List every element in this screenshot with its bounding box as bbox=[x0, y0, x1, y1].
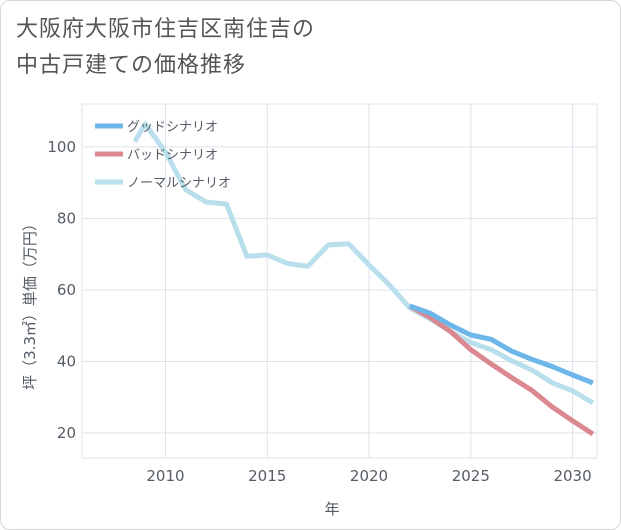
y-tick-label: 80 bbox=[57, 209, 76, 227]
legend-label: グッドシナリオ bbox=[127, 120, 218, 135]
series-line-bad bbox=[408, 303, 595, 437]
series-line-normal bbox=[132, 121, 595, 406]
x-tick-label: 2030 bbox=[553, 467, 591, 485]
plot-area-border bbox=[81, 103, 598, 459]
x-tick-label: 2015 bbox=[248, 467, 286, 485]
series-lines bbox=[132, 121, 595, 437]
legend-label: バッドシナリオ bbox=[127, 148, 218, 163]
y-axis-title: 坪（3.3㎡）単価（万円） bbox=[21, 216, 39, 390]
legend-label: ノーマルシナリオ bbox=[127, 176, 231, 191]
y-tick-label: 60 bbox=[57, 281, 76, 299]
y-tick-label: 100 bbox=[47, 138, 76, 156]
x-tick-label: 2010 bbox=[146, 467, 184, 485]
y-tick-label: 40 bbox=[57, 352, 76, 370]
x-axis-title: 年 bbox=[324, 500, 339, 518]
y-tick-label: 20 bbox=[57, 424, 76, 442]
series-line-good bbox=[408, 303, 594, 386]
chart-title-line-1: 大阪府大阪市住吉区南住吉の bbox=[16, 17, 316, 42]
chart-title-line-2: 中古戸建ての価格推移 bbox=[16, 53, 247, 78]
tick-labels: 2010 2015 2020 2025 2030 20 40 60 80 100 bbox=[47, 138, 591, 485]
chart-title: 大阪府大阪市住吉区南住吉の 中古戸建ての価格推移 bbox=[16, 12, 315, 84]
x-tick-label: 2025 bbox=[452, 467, 490, 485]
x-tick-label: 2020 bbox=[350, 467, 388, 485]
gridlines bbox=[81, 103, 598, 459]
